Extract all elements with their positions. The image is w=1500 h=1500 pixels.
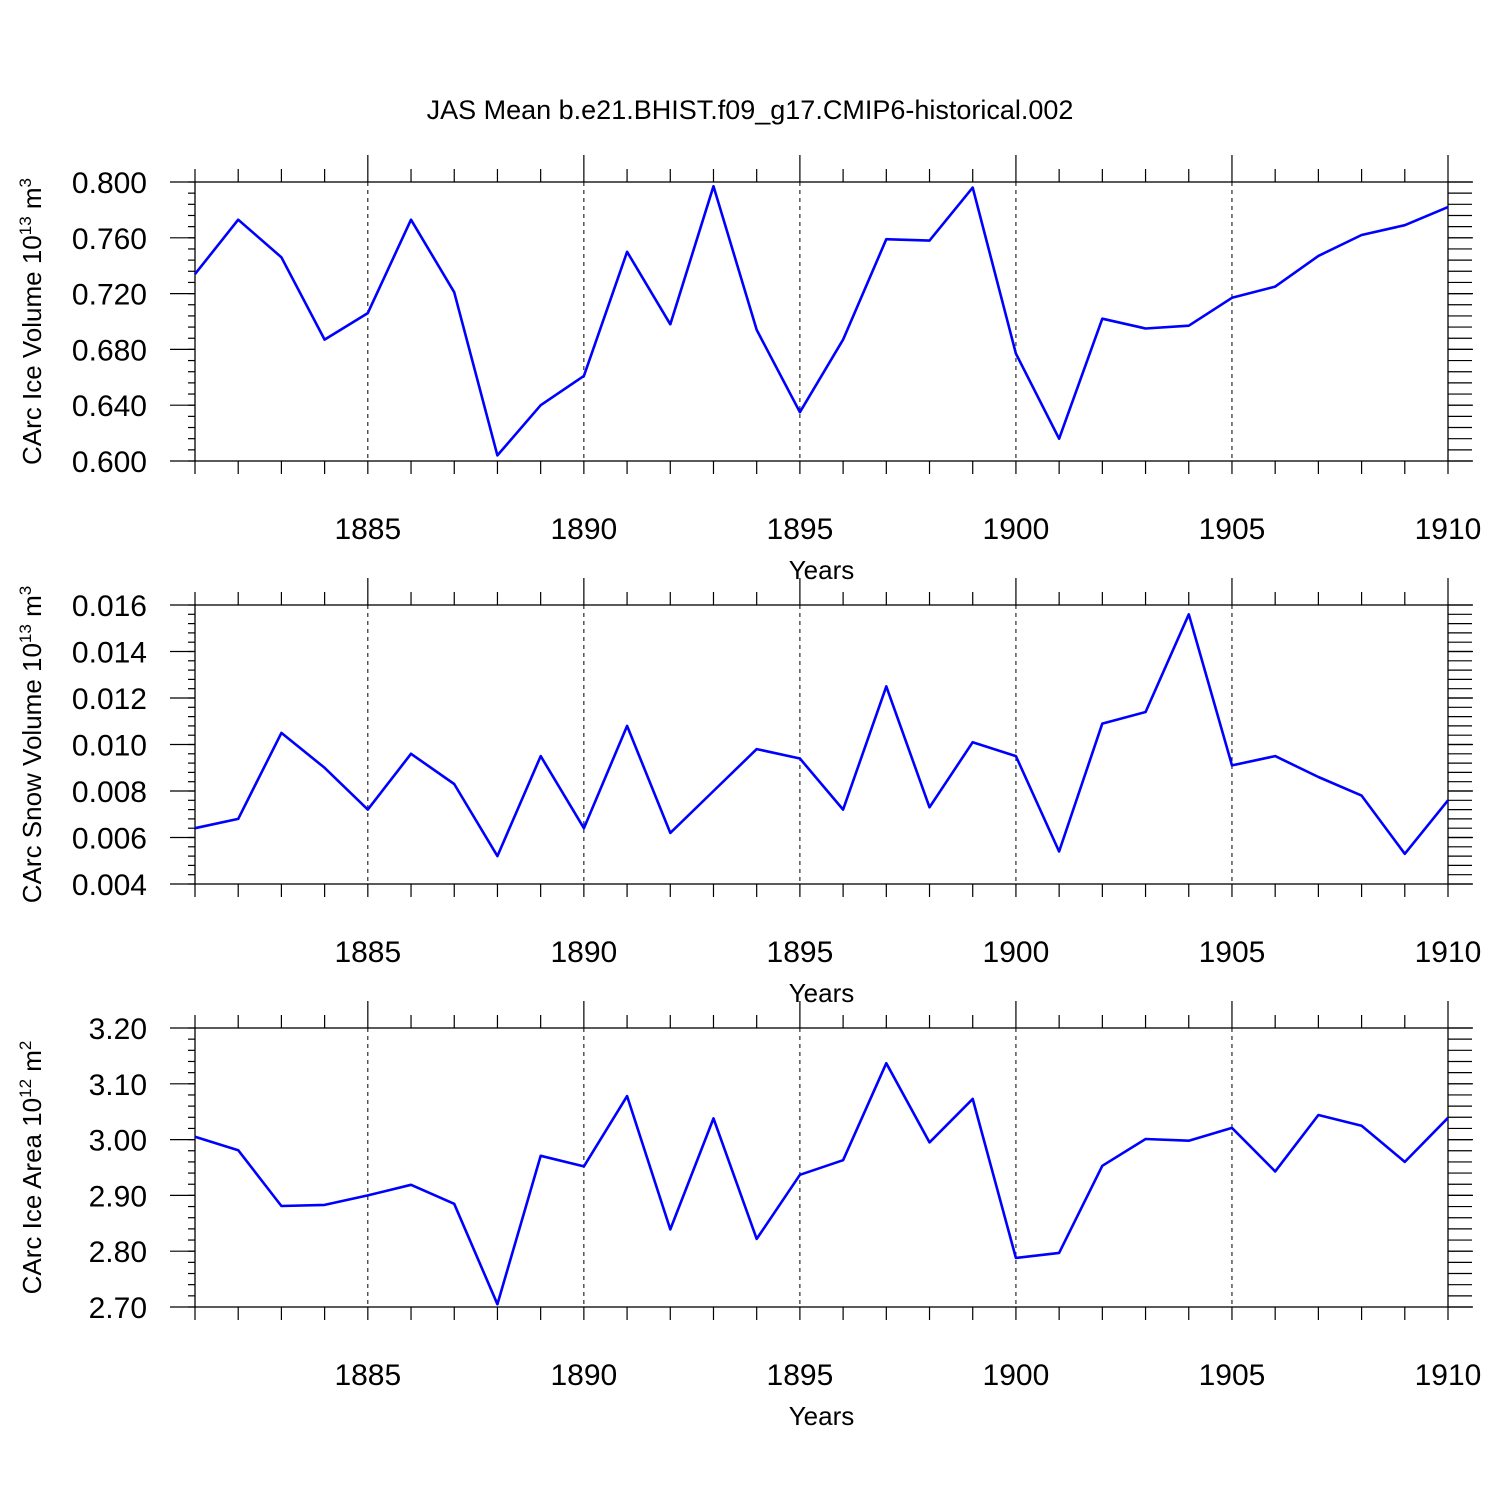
y-tick-label: 0.012 xyxy=(72,683,147,716)
panel-2: 1885 1890 1895 1900 1905 1910 0.004 0.006 0.008 0… xyxy=(16,578,1481,1008)
y-axis-unit: m xyxy=(17,1050,47,1079)
x-tick-label: 1890 xyxy=(550,1359,617,1392)
x-axis-title: Years xyxy=(789,978,855,1008)
plot-frame xyxy=(194,1027,1449,1308)
y-tick-label: 0.800 xyxy=(72,167,147,200)
x-tick-label: 1895 xyxy=(767,513,834,546)
y-tick-label: 0.008 xyxy=(72,776,147,809)
y-axis-power: 13 xyxy=(16,216,35,235)
y-axis-unit: m xyxy=(17,595,47,624)
x-tick-label: 1900 xyxy=(983,1359,1050,1392)
y-tick-label: 0.720 xyxy=(72,279,147,312)
y-tick-label: 3.20 xyxy=(89,1013,147,1046)
x-tick-label: 1895 xyxy=(767,936,834,969)
y-tick-label: 2.90 xyxy=(89,1180,147,1213)
y-tick-label: 0.004 xyxy=(72,869,147,902)
y-axis-label: CArc Ice Volume 10 xyxy=(17,235,47,465)
x-axis-title: Years xyxy=(789,555,855,585)
x-tick-label: 1905 xyxy=(1199,1359,1266,1392)
x-tick-label: 1890 xyxy=(550,513,617,546)
x-axis-title: Years xyxy=(789,1401,855,1431)
chart-title: JAS Mean b.e21.BHIST.f09_g17.CMIP6-histo… xyxy=(427,95,1074,125)
y-tick-label: 0.640 xyxy=(72,390,147,423)
y-tick-label: 0.760 xyxy=(72,223,147,256)
y-tick-label: 2.70 xyxy=(89,1292,147,1325)
plot-frame xyxy=(194,181,1449,462)
y-axis-title: CArc Ice Area 1012 m2 xyxy=(16,1041,47,1295)
panels: 1885 1890 1895 1900 1905 1910 0.600 0.640 0.680 0… xyxy=(16,155,1481,1431)
y-axis-title: CArc Ice Volume 1013 m3 xyxy=(16,178,47,465)
y-tick-label: 0.014 xyxy=(72,637,147,670)
y-axis-power: 12 xyxy=(16,1079,35,1098)
y-axis-unit-exp: 3 xyxy=(16,586,35,595)
y-tick-label: 3.10 xyxy=(89,1069,147,1102)
plot-frame xyxy=(194,604,1449,885)
panel-1: 1885 1890 1895 1900 1905 1910 0.600 0.640 0.680 0… xyxy=(16,155,1481,585)
y-axis-unit-exp: 3 xyxy=(16,178,35,187)
x-tick-label: 1885 xyxy=(334,513,401,546)
y-axis-power: 13 xyxy=(16,624,35,643)
x-tick-label: 1910 xyxy=(1415,513,1482,546)
series-line xyxy=(194,1061,1449,1306)
y-axis-label: CArc Snow Volume 10 xyxy=(17,643,47,903)
x-tick-label: 1905 xyxy=(1199,513,1266,546)
x-tick-label: 1905 xyxy=(1199,936,1266,969)
y-axis-title: CArc Snow Volume 1013 m3 xyxy=(16,586,47,903)
x-tick-label: 1900 xyxy=(983,513,1050,546)
x-tick-label: 1885 xyxy=(334,1359,401,1392)
y-axis-unit-exp: 2 xyxy=(16,1041,35,1050)
x-tick-label: 1895 xyxy=(767,1359,834,1392)
x-tick-label: 1910 xyxy=(1415,936,1482,969)
y-axis-unit: m xyxy=(17,187,47,216)
series-line xyxy=(193,184,1449,457)
panel-3: 1885 1890 1895 1900 1905 1910 2.70 2.80 2.90 3.00… xyxy=(16,1001,1481,1431)
x-tick-label: 1900 xyxy=(983,936,1050,969)
y-tick-label: 0.680 xyxy=(72,334,147,367)
x-tick-label: 1885 xyxy=(334,936,401,969)
y-tick-label: 0.006 xyxy=(72,823,147,856)
y-tick-label: 0.600 xyxy=(72,446,147,479)
y-tick-label: 0.016 xyxy=(72,590,147,623)
x-tick-label: 1910 xyxy=(1415,1359,1482,1392)
y-tick-label: 3.00 xyxy=(89,1125,147,1158)
x-tick-label: 1890 xyxy=(550,936,617,969)
y-tick-label: 0.010 xyxy=(72,730,147,763)
y-axis-label: CArc Ice Area 10 xyxy=(17,1098,47,1295)
series-line xyxy=(194,612,1450,858)
y-tick-label: 2.80 xyxy=(89,1236,147,1269)
